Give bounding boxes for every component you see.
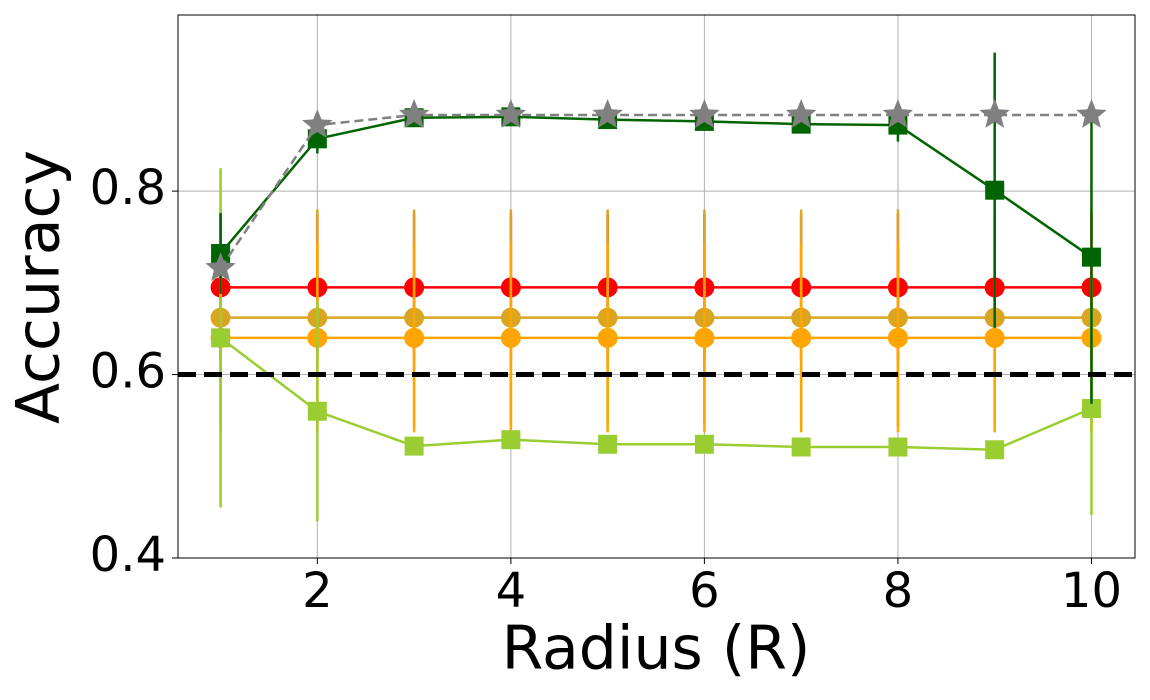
- marker: [598, 434, 618, 454]
- marker: [888, 437, 908, 457]
- y-tick-label: 0.8: [90, 160, 166, 216]
- marker: [882, 99, 914, 128]
- series: [211, 52, 1101, 404]
- marker: [979, 99, 1010, 128]
- series-line: [219, 336, 1092, 452]
- y-tick-label: 0.4: [90, 527, 166, 583]
- marker: [404, 436, 424, 456]
- x-tick-label: 6: [689, 563, 720, 619]
- marker: [985, 440, 1005, 460]
- marker: [694, 434, 714, 454]
- marker: [495, 99, 527, 128]
- series: [211, 168, 1101, 522]
- marker: [307, 401, 327, 421]
- x-axis-label: Radius (R): [502, 614, 811, 684]
- y-axis-label: Accuracy: [4, 150, 74, 424]
- marker: [785, 99, 817, 128]
- marker: [1076, 99, 1107, 128]
- marker: [500, 327, 521, 348]
- marker: [205, 252, 236, 282]
- plot-area: [178, 52, 1135, 522]
- x-tick-label: 2: [302, 563, 333, 619]
- marker: [694, 327, 715, 348]
- series-line: [219, 113, 1092, 269]
- marker: [592, 99, 623, 128]
- marker: [887, 327, 908, 348]
- x-tick-label: 8: [883, 563, 914, 619]
- series: [210, 209, 1102, 426]
- x-tick-label: 10: [1061, 563, 1122, 619]
- marker: [398, 99, 430, 128]
- marker: [985, 180, 1005, 200]
- y-tick-label: 0.6: [90, 344, 166, 400]
- marker: [404, 327, 425, 348]
- x-tick-label: 4: [496, 563, 527, 619]
- marker: [211, 328, 231, 348]
- series: [205, 99, 1107, 282]
- marker: [984, 327, 1005, 348]
- marker: [597, 327, 618, 348]
- marker: [501, 430, 521, 450]
- marker: [1081, 247, 1101, 267]
- marker: [689, 99, 720, 128]
- marker: [302, 109, 333, 138]
- series: [210, 243, 1102, 433]
- marker: [1081, 398, 1101, 418]
- marker: [791, 437, 811, 457]
- series-line: [219, 115, 1093, 259]
- marker: [791, 327, 812, 348]
- plot-frame: [177, 14, 1136, 559]
